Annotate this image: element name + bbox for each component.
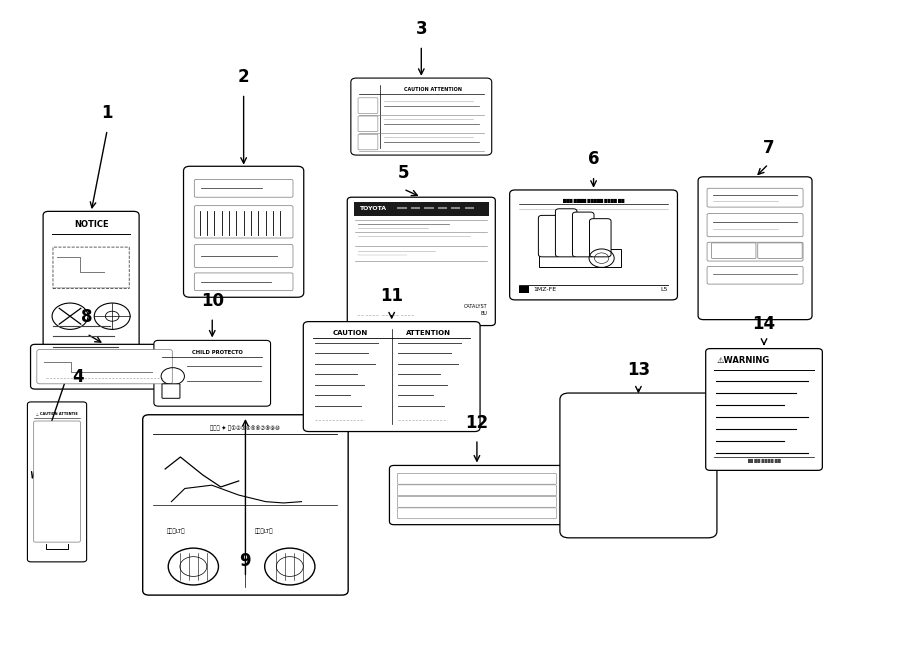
Text: ███ ████ █████ ████ ██: ███ ████ █████ ████ ██ [562,198,625,202]
FancyBboxPatch shape [590,219,611,257]
FancyBboxPatch shape [53,247,130,289]
FancyBboxPatch shape [162,384,180,399]
Text: ＳＸ７LT－: ＳＸ７LT－ [166,529,185,534]
Text: ██ ██ ████ ██: ██ ██ ████ ██ [747,459,781,463]
Bar [518,286,529,293]
FancyBboxPatch shape [572,212,594,257]
Text: NOTICE: NOTICE [74,220,108,229]
Text: 12: 12 [465,414,489,432]
Text: 4: 4 [72,368,84,385]
Text: 8: 8 [81,308,93,327]
Text: 5: 5 [398,163,410,182]
Text: CAUTION: CAUTION [333,330,368,336]
FancyBboxPatch shape [194,206,293,238]
FancyBboxPatch shape [698,176,812,320]
FancyBboxPatch shape [358,98,378,114]
FancyBboxPatch shape [184,167,304,297]
FancyBboxPatch shape [347,197,495,326]
FancyBboxPatch shape [509,190,678,300]
Text: ⚠WARNING: ⚠WARNING [716,356,770,366]
FancyBboxPatch shape [303,322,480,432]
FancyBboxPatch shape [358,116,378,132]
FancyBboxPatch shape [555,209,577,257]
Text: 14: 14 [752,315,776,333]
Text: 1MZ-FE: 1MZ-FE [533,287,556,292]
FancyBboxPatch shape [31,344,178,389]
Text: 9: 9 [239,552,251,570]
FancyBboxPatch shape [194,273,293,291]
Bar [539,249,621,268]
FancyBboxPatch shape [707,242,803,261]
Text: TOYOTA: TOYOTA [359,206,386,211]
FancyBboxPatch shape [538,215,560,257]
Text: BU: BU [481,311,487,315]
Bar [354,202,489,216]
Text: △ CAUTION ATTENTIE: △ CAUTION ATTENTIE [36,412,78,416]
Text: 13: 13 [627,361,650,379]
Text: ブレー ✦ ⓪①②③④⑤⑥⑦⑧⑨⑩: ブレー ✦ ⓪①②③④⑤⑥⑦⑧⑨⑩ [211,425,281,431]
Text: CHILD PROTECTO: CHILD PROTECTO [193,350,243,355]
FancyBboxPatch shape [758,243,802,258]
Text: 3: 3 [416,20,428,38]
Text: 1: 1 [102,104,113,122]
FancyBboxPatch shape [27,402,86,562]
FancyBboxPatch shape [398,496,556,507]
FancyBboxPatch shape [398,485,556,496]
Text: 6: 6 [588,150,599,169]
FancyBboxPatch shape [194,245,293,268]
FancyBboxPatch shape [707,188,803,207]
Text: CAUTION ATTENTION: CAUTION ATTENTION [404,87,462,93]
Text: ＤＸ７LT－: ＤＸ７LT－ [255,529,273,534]
FancyBboxPatch shape [33,421,80,542]
FancyBboxPatch shape [37,350,172,384]
FancyBboxPatch shape [707,214,803,237]
Text: 7: 7 [762,139,774,157]
Text: ~~ ~~~~  ~~~~~ ~~~~: ~~ ~~~~ ~~~~~ ~~~~ [357,314,415,318]
FancyBboxPatch shape [154,340,271,407]
Text: CATALYST: CATALYST [464,304,487,309]
FancyBboxPatch shape [43,212,140,358]
FancyBboxPatch shape [706,348,823,471]
Text: L5: L5 [661,287,668,292]
Text: 10: 10 [201,292,224,310]
FancyBboxPatch shape [712,243,756,258]
Text: 11: 11 [380,288,403,305]
FancyBboxPatch shape [194,180,293,197]
FancyBboxPatch shape [358,134,378,150]
FancyBboxPatch shape [143,414,348,595]
FancyBboxPatch shape [707,266,803,284]
FancyBboxPatch shape [398,473,556,485]
Text: 2: 2 [238,68,249,86]
FancyBboxPatch shape [398,508,556,519]
FancyBboxPatch shape [351,78,491,155]
FancyBboxPatch shape [390,465,564,525]
FancyBboxPatch shape [560,393,717,538]
Bar [51,217,131,234]
Text: ATTENTION: ATTENTION [406,330,451,336]
